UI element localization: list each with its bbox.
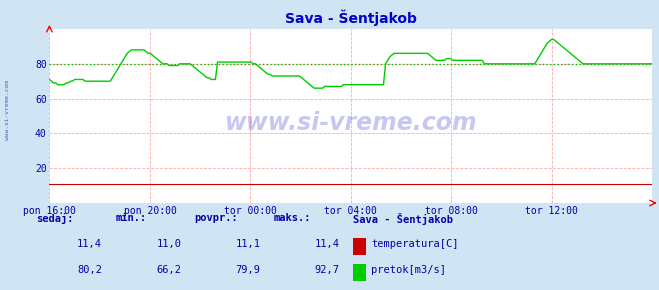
- Text: www.si-vreme.com: www.si-vreme.com: [5, 80, 11, 140]
- Text: Sava - Šentjakob: Sava - Šentjakob: [353, 213, 453, 225]
- Text: maks.:: maks.:: [273, 213, 311, 223]
- Text: 11,1: 11,1: [235, 239, 260, 249]
- Text: povpr.:: povpr.:: [194, 213, 238, 223]
- Text: temperatura[C]: temperatura[C]: [371, 239, 459, 249]
- Text: www.si-vreme.com: www.si-vreme.com: [225, 111, 477, 135]
- Text: 11,4: 11,4: [314, 239, 339, 249]
- Text: 11,0: 11,0: [156, 239, 181, 249]
- Text: 66,2: 66,2: [156, 265, 181, 275]
- Text: pretok[m3/s]: pretok[m3/s]: [371, 265, 446, 275]
- Title: Sava - Šentjakob: Sava - Šentjakob: [285, 10, 417, 26]
- Text: 79,9: 79,9: [235, 265, 260, 275]
- Text: 92,7: 92,7: [314, 265, 339, 275]
- Text: sedaj:: sedaj:: [36, 213, 74, 224]
- Text: min.:: min.:: [115, 213, 146, 223]
- Text: 80,2: 80,2: [77, 265, 102, 275]
- Text: 11,4: 11,4: [77, 239, 102, 249]
